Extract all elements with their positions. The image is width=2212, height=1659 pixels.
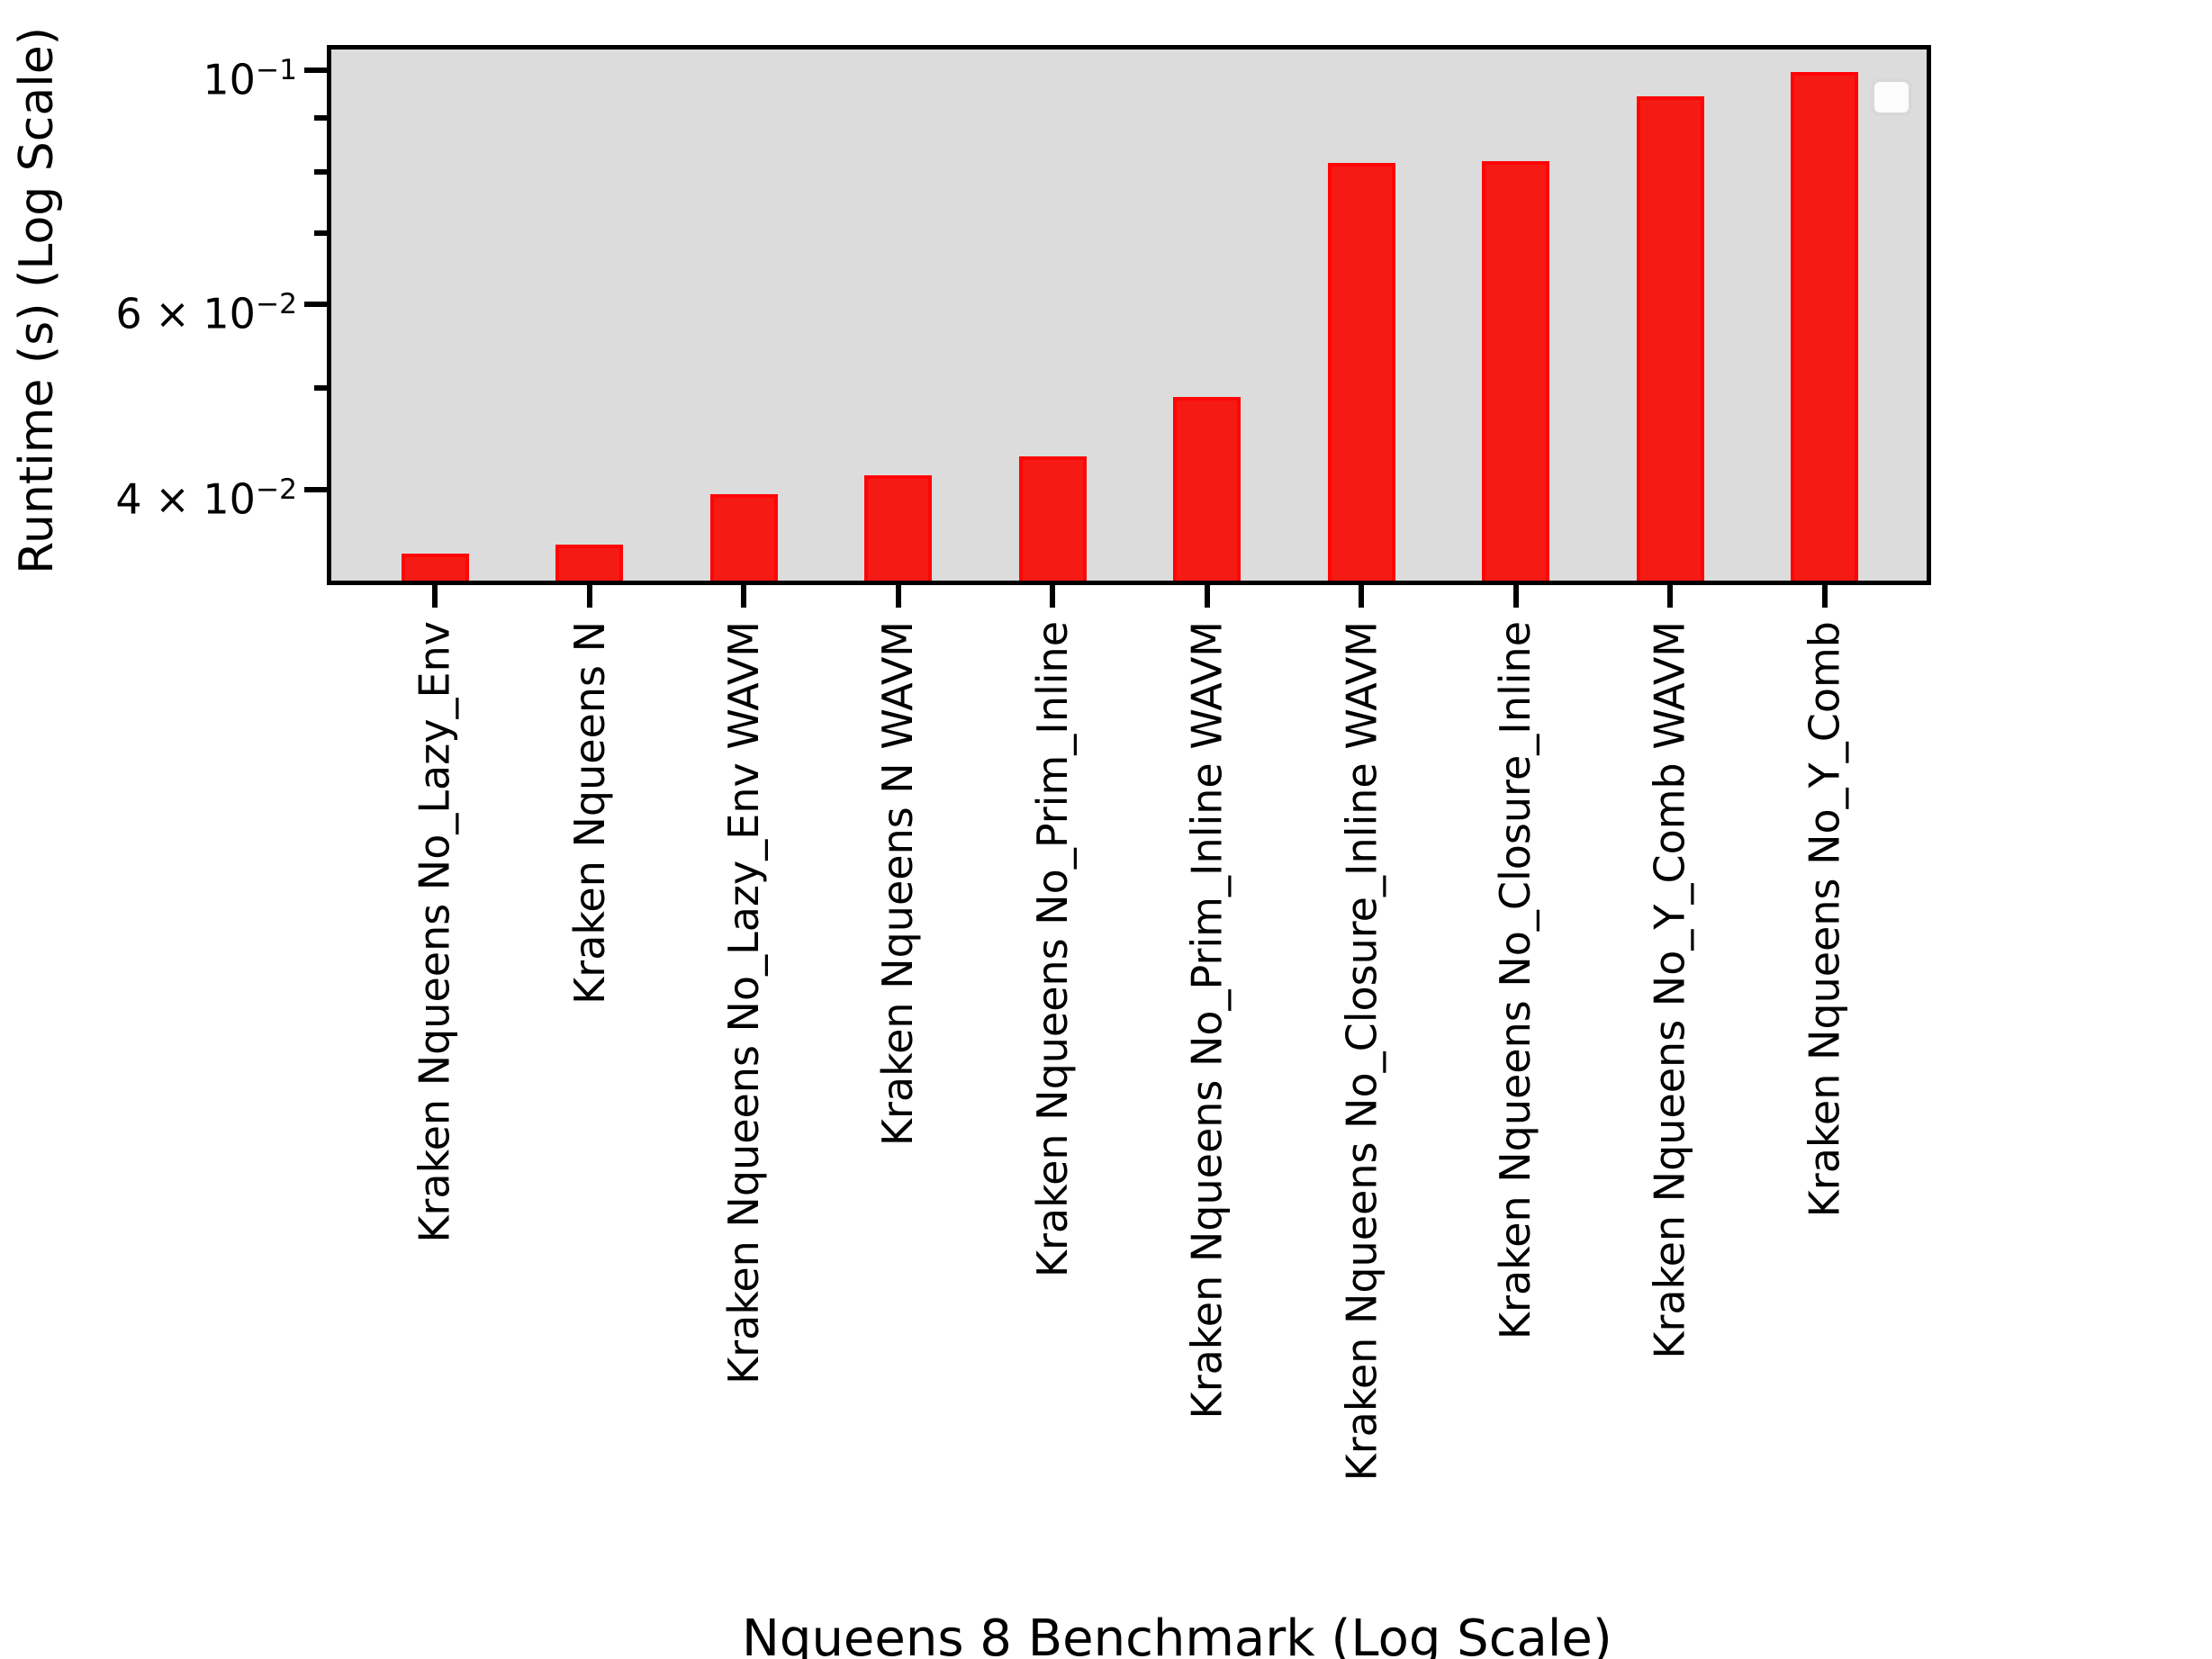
x-tick-label: Kraken Nqueens No_Y_Comb bbox=[1800, 621, 1849, 1218]
bar bbox=[1327, 163, 1395, 581]
x-tick-label: Kraken Nqueens No_Closure_Inline WAVM bbox=[1337, 621, 1386, 1482]
x-axis-label: Nqueens 8 Benchmark (Log Scale) bbox=[742, 1609, 1612, 1659]
y-minor-tick bbox=[314, 384, 327, 391]
x-tick-label: Kraken Nqueens No_Lazy_Env bbox=[411, 621, 459, 1243]
x-major-tick bbox=[1359, 585, 1364, 608]
x-major-tick bbox=[741, 585, 746, 608]
x-major-tick bbox=[432, 585, 438, 608]
y-major-tick bbox=[304, 487, 327, 493]
x-tick-label: Kraken Nqueens N bbox=[564, 621, 614, 1005]
x-major-tick bbox=[1204, 585, 1210, 608]
x-tick-label: Kraken Nqueens No_Y_Comb WAVM bbox=[1646, 621, 1694, 1359]
bar bbox=[1636, 95, 1704, 581]
y-major-tick bbox=[304, 67, 327, 73]
bar bbox=[555, 544, 623, 581]
y-tick-label: 4 × 10−2 bbox=[115, 473, 297, 524]
bar bbox=[1482, 161, 1549, 581]
x-major-tick bbox=[1821, 585, 1828, 608]
x-tick-label: Kraken Nqueens No_Prim_Inline WAVM bbox=[1182, 621, 1232, 1420]
bar bbox=[709, 494, 778, 581]
bar bbox=[1791, 71, 1858, 581]
x-tick-label: Kraken Nqueens No_Closure_Inline bbox=[1491, 621, 1540, 1340]
x-major-tick bbox=[1667, 585, 1673, 608]
x-major-tick bbox=[1512, 585, 1519, 608]
y-tick-label: 10−1 bbox=[203, 53, 297, 104]
bar bbox=[1173, 396, 1241, 581]
bar bbox=[401, 553, 469, 581]
bar bbox=[864, 474, 932, 581]
x-major-tick bbox=[1050, 585, 1055, 608]
x-tick-label: Kraken Nqueens N WAVM bbox=[873, 621, 923, 1147]
y-axis-label: Runtime (s) (Log Scale) bbox=[10, 27, 64, 574]
y-minor-tick bbox=[314, 115, 327, 122]
x-tick-label: Kraken Nqueens No_Prim_Inline bbox=[1028, 621, 1077, 1278]
x-tick-label: Kraken Nqueens No_Lazy_Env WAVM bbox=[719, 621, 768, 1384]
y-major-tick bbox=[304, 301, 327, 307]
y-tick-label: 6 × 10−2 bbox=[115, 287, 297, 338]
legend-box bbox=[1871, 78, 1912, 116]
x-major-tick bbox=[895, 585, 901, 608]
x-major-tick bbox=[586, 585, 592, 608]
y-minor-tick bbox=[314, 169, 327, 176]
bar bbox=[1018, 456, 1087, 581]
plot-area bbox=[327, 45, 1931, 585]
y-minor-tick bbox=[314, 230, 327, 237]
